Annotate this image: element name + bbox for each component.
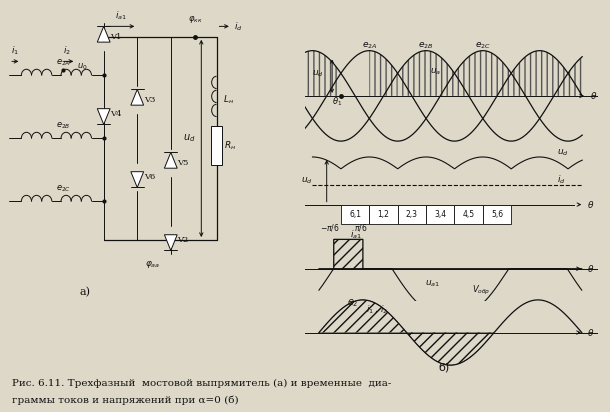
Text: $i_{a1}$: $i_{a1}$ [115, 9, 126, 22]
Text: $\theta$: $\theta$ [587, 263, 594, 274]
Text: $\theta$: $\theta$ [587, 199, 594, 210]
Text: $e_{2B}$: $e_{2B}$ [418, 40, 434, 51]
Text: $e_{2A}$: $e_{2A}$ [57, 58, 71, 68]
FancyBboxPatch shape [341, 206, 369, 224]
Text: V6: V6 [144, 173, 155, 181]
Polygon shape [98, 109, 110, 124]
Text: $\varphi_{кк}$: $\varphi_{кк}$ [188, 14, 203, 25]
Text: $i_d$: $i_d$ [234, 20, 242, 33]
Text: $i_d$: $i_d$ [557, 174, 565, 186]
Text: $R_н$: $R_н$ [224, 139, 236, 152]
Text: $e_{2C}$: $e_{2C}$ [475, 40, 491, 51]
Text: $V_{обр}$: $V_{обр}$ [472, 284, 490, 297]
Text: граммы токов и напряжений при α=0 (б): граммы токов и напряжений при α=0 (б) [12, 396, 239, 405]
Text: 6,1: 6,1 [349, 210, 361, 219]
Text: 4,5: 4,5 [462, 210, 475, 219]
Polygon shape [164, 235, 177, 250]
Text: $e_{2C}$: $e_{2C}$ [57, 184, 71, 194]
Polygon shape [131, 172, 144, 187]
Text: 2,3: 2,3 [406, 210, 418, 219]
Text: V2: V2 [178, 236, 188, 244]
Text: $u_0$: $u_0$ [77, 61, 88, 72]
Text: $\theta_1$: $\theta_1$ [332, 95, 342, 108]
FancyBboxPatch shape [426, 206, 454, 224]
Polygon shape [131, 89, 144, 105]
Text: $u_a$: $u_a$ [429, 66, 441, 77]
Text: $\varphi_{аа}$: $\varphi_{аа}$ [145, 259, 160, 270]
Text: $u_d$: $u_d$ [557, 148, 569, 158]
Text: V3: V3 [144, 96, 155, 104]
Text: V5: V5 [178, 159, 188, 167]
Text: V4: V4 [110, 110, 121, 118]
FancyBboxPatch shape [398, 206, 426, 224]
Text: $\theta$: $\theta$ [587, 327, 594, 338]
Text: 3,4: 3,4 [434, 210, 447, 219]
Text: $u_d$: $u_d$ [312, 68, 324, 79]
Text: $i_{a1}$: $i_{a1}$ [350, 228, 362, 241]
Text: $i_1\,,\,i_2$: $i_1\,,\,i_2$ [367, 304, 389, 316]
FancyBboxPatch shape [454, 206, 483, 224]
Text: $\theta$: $\theta$ [590, 90, 597, 101]
Text: $e_{2B}$: $e_{2B}$ [57, 121, 71, 131]
Text: $i_2$: $i_2$ [63, 44, 71, 57]
FancyBboxPatch shape [483, 206, 511, 224]
FancyBboxPatch shape [211, 126, 222, 165]
Text: а): а) [80, 287, 91, 298]
Text: $-\pi/6$: $-\pi/6$ [320, 222, 340, 233]
Text: $u_d$: $u_d$ [183, 133, 195, 144]
Text: V1: V1 [110, 33, 121, 41]
Text: 5,6: 5,6 [491, 210, 503, 219]
Text: $e_{2A}$: $e_{2A}$ [362, 40, 377, 51]
Text: Рис. 6.11. Трехфазный  мостовой выпрямитель (а) и временные  диа-: Рис. 6.11. Трехфазный мостовой выпрямите… [12, 379, 392, 388]
Polygon shape [98, 26, 110, 42]
Text: $u_{a1}$: $u_{a1}$ [425, 279, 440, 289]
Polygon shape [164, 152, 177, 168]
FancyBboxPatch shape [369, 206, 398, 224]
Text: $u_d$: $u_d$ [301, 175, 313, 185]
Text: $i_1$: $i_1$ [11, 44, 20, 57]
Text: $\pi/6$: $\pi/6$ [354, 222, 368, 233]
Text: $e_2$: $e_2$ [347, 297, 358, 309]
Text: 1,2: 1,2 [378, 210, 389, 219]
Text: $L_н$: $L_н$ [223, 94, 234, 106]
Text: б): б) [439, 362, 450, 372]
